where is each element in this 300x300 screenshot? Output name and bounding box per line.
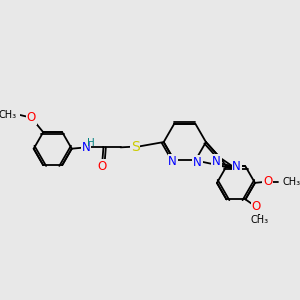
Text: S: S <box>131 140 140 154</box>
Text: CH₃: CH₃ <box>282 177 300 187</box>
Text: N: N <box>193 156 202 169</box>
Text: N: N <box>212 155 221 168</box>
Text: O: O <box>27 111 36 124</box>
Text: H: H <box>87 138 94 148</box>
Text: O: O <box>251 200 261 213</box>
Text: CH₃: CH₃ <box>251 215 269 226</box>
Text: N: N <box>82 141 91 154</box>
Text: N: N <box>232 160 241 173</box>
Text: N: N <box>168 155 177 168</box>
Text: O: O <box>263 175 272 188</box>
Text: CH₃: CH₃ <box>0 110 17 120</box>
Text: O: O <box>98 160 107 173</box>
